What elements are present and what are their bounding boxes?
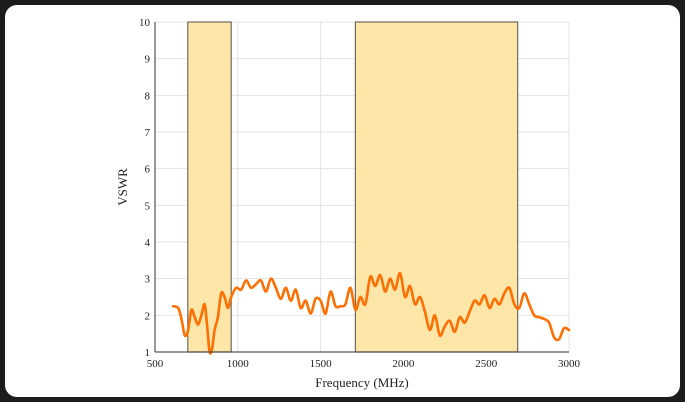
chart-panel bbox=[5, 5, 680, 397]
band-2 bbox=[354, 21, 519, 353]
vswr-series-line bbox=[171, 271, 571, 355]
y-tick-label: 3 bbox=[145, 274, 151, 286]
y-tick-label: 7 bbox=[145, 127, 151, 139]
y-tick-label: 4 bbox=[145, 237, 151, 249]
y-tick-label: 9 bbox=[145, 54, 151, 66]
y-tick-label: 2 bbox=[145, 310, 151, 322]
x-tick-label: 1500 bbox=[310, 358, 333, 370]
series-layer bbox=[171, 271, 571, 355]
y-tick-label: 5 bbox=[145, 200, 151, 212]
axes bbox=[154, 22, 569, 353]
band-1 bbox=[187, 21, 232, 353]
tick-labels: 500 1000 1500 2000 2500 3000 1 2 3 4 5 6 7 8 9 10 bbox=[139, 17, 581, 370]
x-tick-label: 2000 bbox=[392, 358, 415, 370]
y-tick-label: 1 bbox=[145, 347, 151, 359]
x-tick-label: 500 bbox=[147, 358, 164, 370]
x-tick-label: 3000 bbox=[558, 358, 581, 370]
x-axis-title: Frequency (MHz) bbox=[315, 375, 409, 390]
y-axis-title: VSWR bbox=[115, 168, 130, 206]
y-tick-label: 6 bbox=[145, 164, 151, 176]
y-tick-label: 8 bbox=[145, 90, 151, 102]
x-tick-label: 2500 bbox=[475, 358, 498, 370]
y-tick-label: 10 bbox=[139, 17, 151, 29]
x-tick-label: 1000 bbox=[227, 358, 250, 370]
